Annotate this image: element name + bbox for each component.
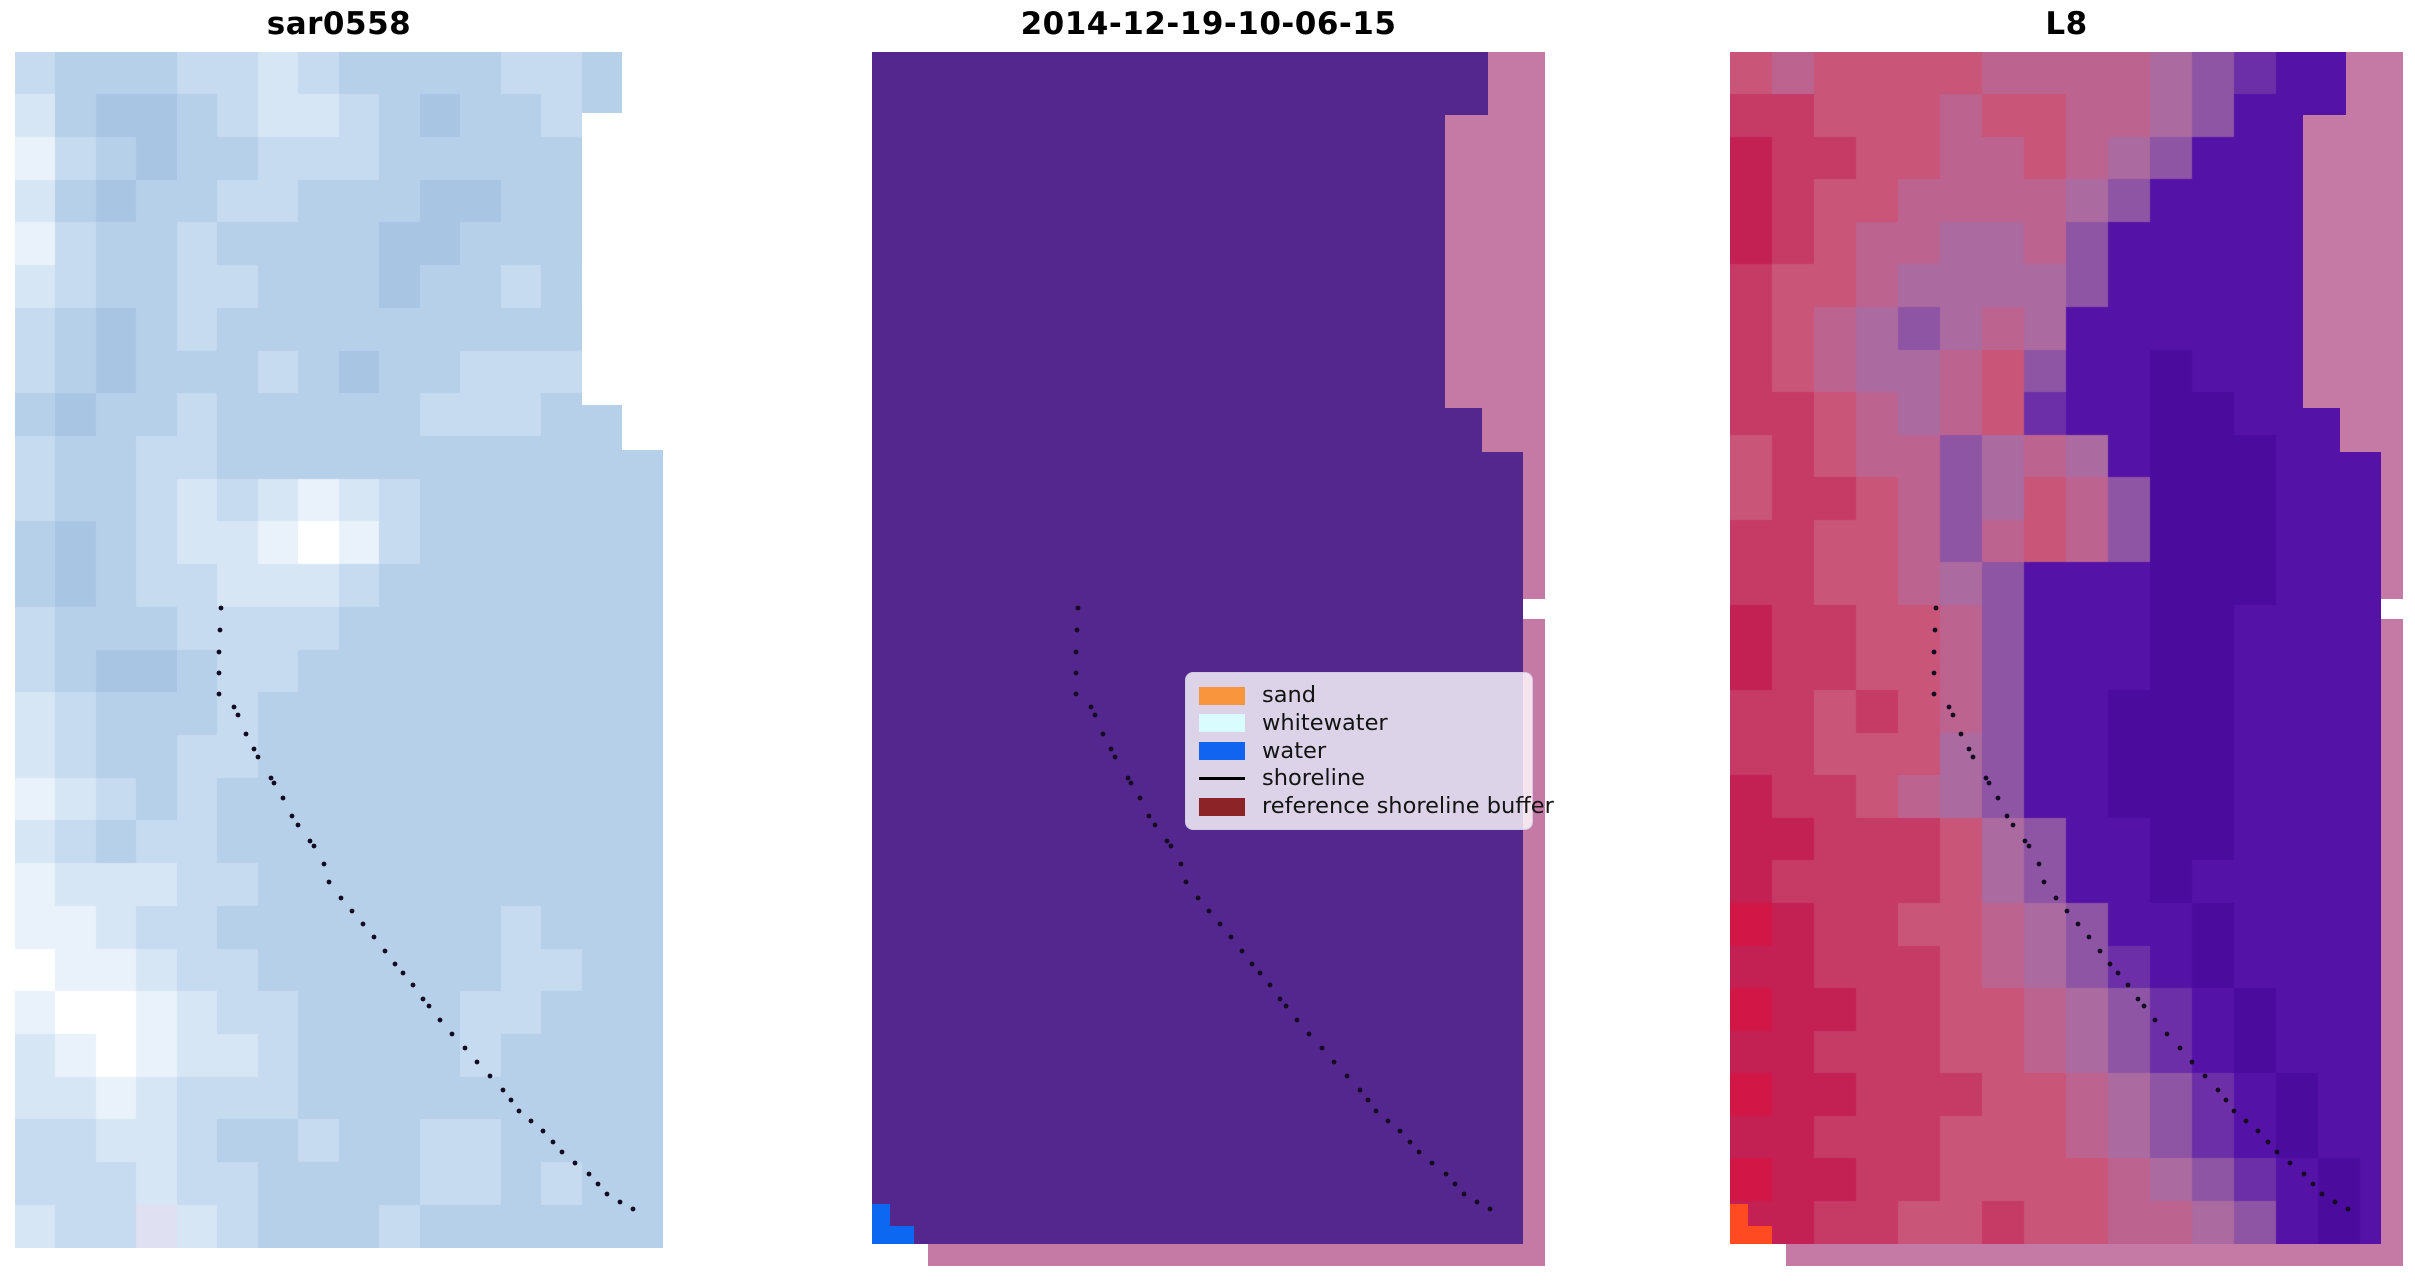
reference-shoreline-buffer-overlay [1786, 1244, 2403, 1266]
satellite-raster-sar [15, 52, 663, 1248]
legend-line-swatch-icon [1199, 777, 1245, 781]
reference-shoreline-buffer-overlay [1445, 115, 1545, 408]
legend-item-shoreline: shoreline [1199, 765, 1519, 792]
legend-item-whitewater: whitewater [1199, 710, 1519, 737]
legend-patch-swatch-icon [1199, 797, 1245, 816]
panel-sar: sar0558 [15, 0, 663, 1248]
legend-patch-swatch-icon [1199, 742, 1245, 760]
legend-patch-swatch-icon [1199, 686, 1245, 705]
panel-l8: L8 [1730, 0, 2403, 1266]
panel-image-l8 [1730, 52, 2403, 1266]
legend-label: water [1262, 737, 1327, 764]
buffer-gap [2381, 599, 2403, 619]
legend-label: shoreline [1262, 765, 1365, 792]
image-notch [622, 405, 663, 450]
reference-shoreline-buffer-overlay [2381, 619, 2403, 1244]
legend-label: sand [1262, 682, 1317, 708]
shoreline-dots [1931, 605, 2351, 1212]
satellite-raster-l8 [1730, 52, 2403, 1244]
reference-shoreline-buffer-overlay [928, 1244, 1545, 1266]
image-notch [582, 113, 663, 405]
legend-label: whitewater [1262, 709, 1388, 736]
reference-shoreline-buffer-overlay [2303, 115, 2403, 408]
reference-shoreline-buffer-overlay [2346, 52, 2403, 115]
image-notch [622, 52, 663, 113]
legend: sand whitewater water shoreline reference sh… [1185, 672, 1554, 830]
legend-item-sand: sand [1199, 682, 1519, 709]
satellite-raster-class [872, 52, 1545, 1244]
legend-label: reference shoreline buffer [1262, 793, 1554, 819]
legend-patch-swatch-icon [1199, 714, 1245, 733]
reference-shoreline-buffer-overlay [2381, 452, 2403, 599]
shoreline-dots [216, 605, 636, 1212]
corner-class-patch [1730, 1226, 1772, 1244]
reference-shoreline-buffer-overlay [1523, 452, 1545, 599]
legend-item-water: water [1199, 738, 1519, 765]
panel-class: 2014-12-19-10-06-15 sand whitewater water s… [872, 0, 1554, 1266]
reference-shoreline-buffer-overlay [1488, 52, 1545, 115]
panel-title-sar: sar0558 [266, 6, 412, 42]
shoreline-dots [1073, 605, 1493, 1212]
panel-title-class: 2014-12-19-10-06-15 [1020, 6, 1397, 42]
buffer-gap [1523, 599, 1545, 619]
panel-image-class: sand whitewater water shoreline reference sh… [872, 52, 1554, 1266]
reference-shoreline-buffer-overlay [2340, 408, 2403, 452]
panel-image-sar [15, 52, 663, 1248]
corner-class-patch [872, 1226, 914, 1244]
panel-title-l8: L8 [2045, 6, 2088, 42]
legend-item-reference-shoreline-buffer: reference shoreline buffer [1199, 793, 1554, 820]
reference-shoreline-buffer-overlay [1482, 408, 1545, 452]
